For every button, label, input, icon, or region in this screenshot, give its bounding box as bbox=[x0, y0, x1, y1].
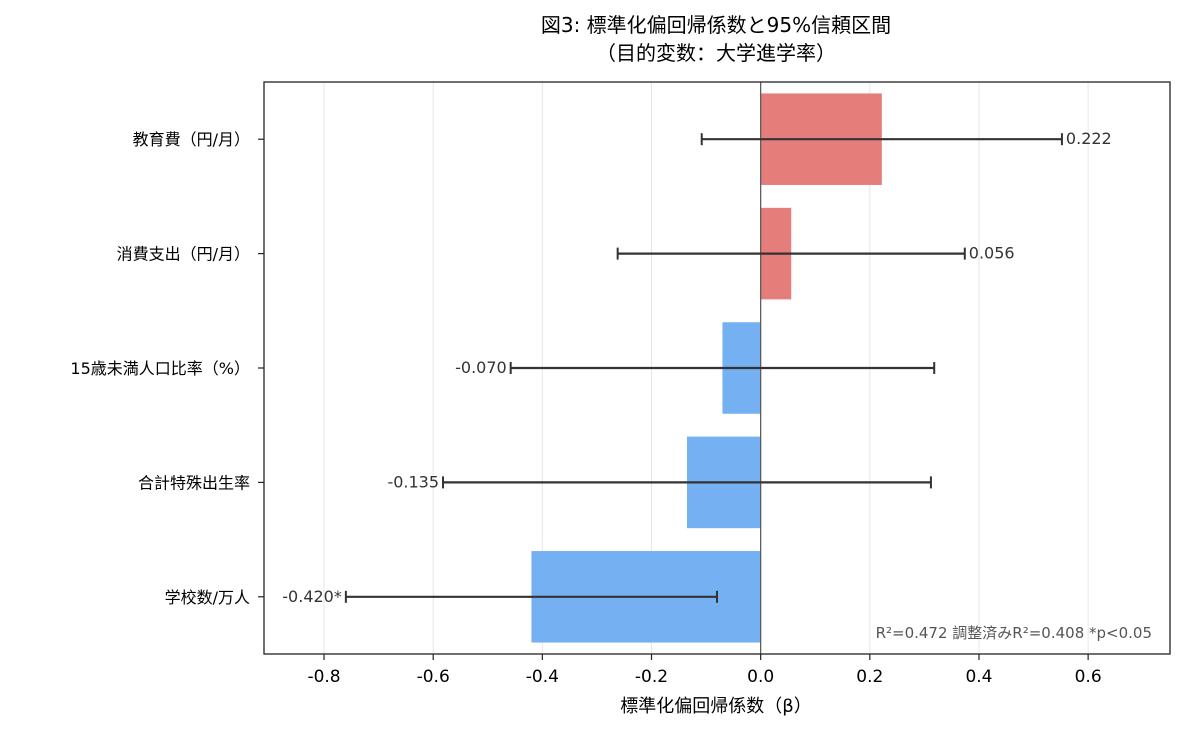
category-label: 学校数/万人 bbox=[165, 588, 250, 607]
x-tick-label: 0.2 bbox=[856, 667, 883, 687]
plot-frame bbox=[263, 81, 1171, 655]
x-tick-label: -0.6 bbox=[417, 667, 450, 687]
category-label: 15歳未満人口比率（%） bbox=[70, 359, 250, 378]
model-fit-annotation: R²=0.472 調整済みR²=0.408 *p<0.05 bbox=[876, 624, 1152, 642]
x-ticks: -0.8 -0.6 -0.4 -0.2 0.0 0.2 0.4 0.6 bbox=[307, 654, 1102, 687]
x-axis-label: 標準化偏回帰係数（β） bbox=[620, 696, 812, 717]
x-tick-label: 0.0 bbox=[747, 667, 774, 687]
value-label: -0.420* bbox=[282, 587, 342, 606]
value-labels: 0.222 0.056 -0.070 -0.135 -0.420* bbox=[282, 129, 1111, 606]
value-label: -0.070 bbox=[455, 358, 507, 377]
error-bars bbox=[344, 133, 1063, 603]
category-label: 教育費（円/月） bbox=[133, 130, 250, 149]
value-label: 0.222 bbox=[1066, 129, 1112, 148]
chart-title: 図3: 標準化偏回帰係数と95%信頼区間 bbox=[541, 13, 891, 37]
x-tick-label: -0.8 bbox=[307, 667, 340, 687]
category-label: 合計特殊出生率 bbox=[138, 473, 250, 492]
x-tick-label: 0.6 bbox=[1075, 667, 1102, 687]
x-tick-label: -0.2 bbox=[635, 667, 668, 687]
category-label: 消費支出（円/月） bbox=[117, 245, 250, 264]
value-label: -0.135 bbox=[387, 472, 439, 491]
x-tick-label: -0.4 bbox=[526, 667, 559, 687]
value-label: 0.056 bbox=[969, 244, 1015, 263]
x-tick-label: 0.4 bbox=[965, 667, 992, 687]
chart-subtitle: （目的変数：大学進学率） bbox=[596, 41, 836, 65]
category-labels: 教育費（円/月） 消費支出（円/月） 15歳未満人口比率（%） 合計特殊出生率学校数/… bbox=[70, 130, 264, 607]
